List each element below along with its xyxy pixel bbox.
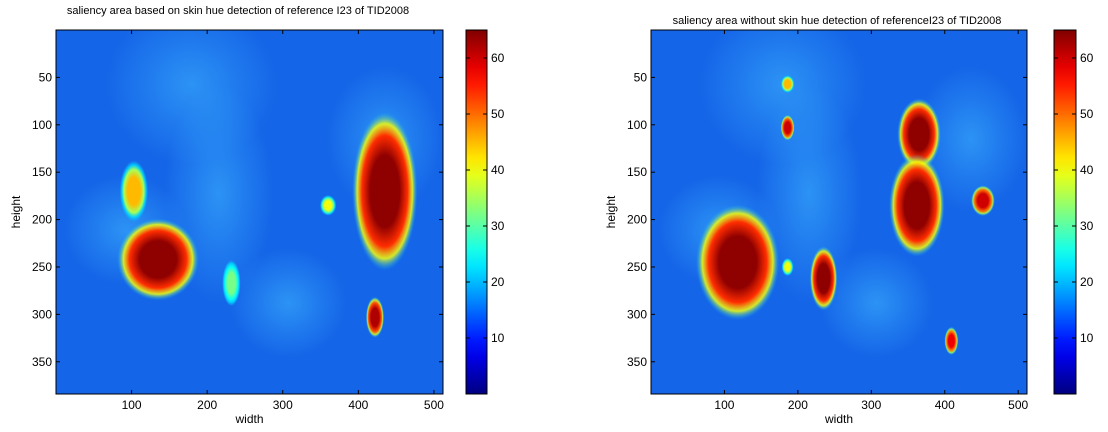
warm-spot [780, 75, 795, 93]
colorbar-tick-label: 10 [1080, 331, 1094, 345]
chart-title: saliency area without skin hue detection… [673, 15, 1002, 27]
texture-glow [914, 66, 1027, 212]
y-tick-label: 300 [32, 307, 52, 321]
y-tick-label: 50 [634, 70, 648, 84]
plot-frame [55, 29, 444, 395]
hot-blob [971, 185, 995, 216]
colorbar-tick-label: 20 [491, 275, 505, 289]
y-tick-label: 200 [32, 213, 52, 227]
warm-spot [319, 195, 337, 216]
warm-spot [781, 258, 794, 276]
heatmap-panel-left: saliency area based on skin hue detectio… [9, 5, 505, 426]
hot-blob [117, 218, 199, 301]
texture-glow [230, 248, 347, 358]
colorbar-tick-label: 20 [1080, 275, 1094, 289]
hot-blob [365, 296, 385, 338]
y-tick-label: 150 [627, 165, 647, 179]
y-tick-label: 100 [32, 118, 52, 132]
y-tick-label: 350 [627, 355, 647, 369]
warm-spot [119, 160, 149, 222]
colorbar-tick-label: 30 [491, 219, 505, 233]
colorbar-tick-label: 10 [491, 331, 505, 345]
y-tick-label: 250 [32, 260, 52, 274]
chart-title: saliency area based on skin hue detectio… [67, 5, 409, 17]
x-tick-label: 400 [348, 398, 368, 412]
colorbar-tick-label: 40 [1080, 163, 1094, 177]
texture-glow [756, 84, 862, 303]
colorbar-tick-label: 30 [1080, 219, 1094, 233]
hot-blob [944, 326, 959, 355]
x-tick-label: 100 [122, 398, 142, 412]
y-tick-label: 100 [627, 118, 647, 132]
colorbar-tick-label: 60 [1080, 51, 1094, 65]
x-tick-label: 500 [424, 398, 444, 412]
hot-blob [889, 154, 945, 257]
x-axis-label: width [234, 412, 263, 426]
hot-blob [897, 98, 941, 171]
x-tick-label: 400 [935, 398, 955, 412]
colorbar-tick-label: 40 [491, 163, 505, 177]
y-axis-label: height [604, 195, 618, 228]
y-axis-label: height [9, 195, 23, 228]
y-tick-label: 150 [32, 165, 52, 179]
hot-blob [696, 204, 780, 320]
hot-blob [780, 114, 795, 141]
y-tick-label: 350 [32, 355, 52, 369]
colorbar [1053, 29, 1077, 395]
colorbar-tick-label: 50 [491, 107, 505, 121]
chart-right: saliency area without skin hue detection… [604, 15, 1094, 426]
x-tick-label: 300 [273, 398, 293, 412]
colorbar-tick-label: 60 [491, 51, 505, 65]
x-tick-label: 500 [1008, 398, 1028, 412]
hot-blob [352, 111, 418, 271]
x-tick-label: 300 [861, 398, 881, 412]
chart-left: saliency area based on skin hue detectio… [9, 5, 505, 426]
y-tick-label: 300 [627, 307, 647, 321]
hot-blob [809, 246, 838, 311]
y-tick-label: 200 [627, 213, 647, 227]
x-axis-label: width [824, 412, 853, 426]
texture-glow [820, 248, 933, 358]
x-tick-label: 200 [197, 398, 217, 412]
y-tick-label: 250 [627, 260, 647, 274]
plot-frame [650, 29, 1028, 395]
colorbar-tick-label: 50 [1080, 107, 1094, 121]
y-tick-label: 50 [39, 70, 53, 84]
colorbar [465, 29, 488, 395]
warm-spot [222, 260, 241, 307]
heatmap-panel-right: saliency area without skin hue detection… [554, 0, 1108, 432]
x-tick-label: 100 [714, 398, 734, 412]
x-tick-label: 200 [788, 398, 808, 412]
